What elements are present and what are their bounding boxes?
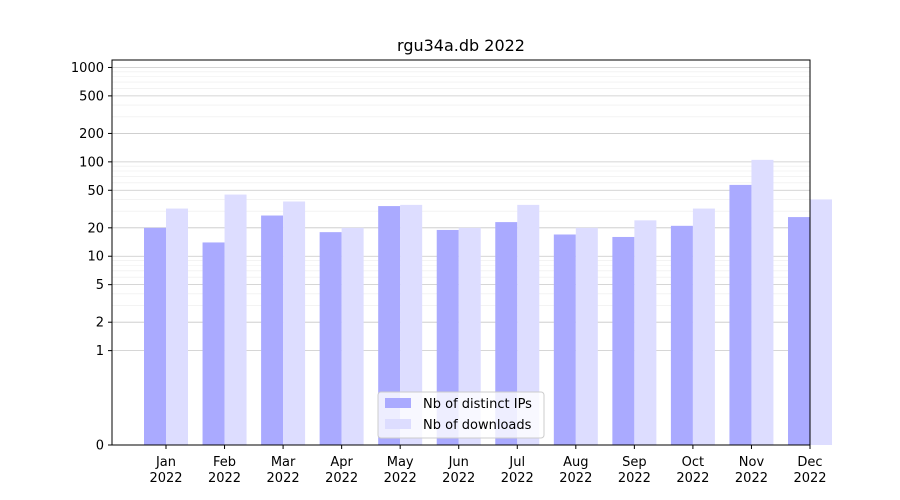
y-tick-label: 5 (96, 278, 104, 293)
x-tick-label: Dec 2022 (793, 455, 826, 486)
y-tick-label: 0 (96, 439, 104, 454)
bar-distinct-ips (495, 222, 518, 445)
bar-downloads (283, 201, 306, 445)
bar-downloads (166, 208, 188, 445)
legend-label-distinct-ips: Nb of distinct IPs (423, 397, 532, 412)
bar-distinct-ips (144, 227, 166, 445)
y-tick-label: 2 (96, 316, 104, 331)
x-tick-label: Aug 2022 (559, 455, 592, 486)
x-tick-label: Apr 2022 (325, 455, 358, 486)
y-tick-label: 1000 (71, 61, 104, 76)
y-tick-label: 1 (96, 344, 104, 359)
bar-downloads (810, 199, 832, 445)
x-tick-label: Sep 2022 (618, 455, 651, 486)
bar-distinct-ips (202, 242, 225, 445)
bar-distinct-ips (553, 234, 576, 445)
bar-downloads (517, 204, 540, 445)
x-tick-label: Feb 2022 (208, 455, 241, 486)
y-tick-label: 20 (87, 221, 104, 236)
legend: Nb of distinct IPs Nb of downloads (377, 391, 545, 439)
bar-distinct-ips (670, 225, 693, 445)
x-tick-label: Jan 2022 (149, 455, 182, 486)
y-tick-label: 100 (79, 155, 104, 170)
chart-title: rgu34a.db 2022 (397, 36, 525, 55)
legend-swatch-downloads (385, 419, 411, 429)
bar-downloads (458, 227, 481, 445)
bar-downloads (400, 204, 423, 445)
bar-distinct-ips (788, 217, 810, 445)
bar-distinct-ips (612, 236, 635, 445)
x-tick-label: Jul 2022 (501, 455, 534, 486)
x-tick-label: Mar 2022 (267, 455, 300, 486)
y-tick-label: 500 (79, 89, 104, 104)
y-axis: 0 1 2 5 10 20 50 100 200 500 1000 (71, 61, 112, 454)
legend-box (377, 391, 545, 439)
bar-distinct-ips (378, 206, 401, 445)
bar-distinct-ips (261, 215, 284, 445)
bar-distinct-ips (319, 232, 342, 445)
bar-downloads (751, 159, 774, 446)
bar-downloads (634, 220, 657, 445)
bar-distinct-ips (729, 184, 752, 446)
bar-downloads (692, 208, 715, 445)
x-tick-label: May 2022 (384, 455, 417, 486)
x-tick-label: Nov 2022 (735, 455, 768, 486)
x-axis: Jan 2022 Feb 2022 Mar 2022 Apr 2022 May 2022 Jun 20… (149, 445, 827, 486)
bar-downloads (341, 227, 364, 445)
y-tick-label: 10 (87, 250, 104, 265)
legend-swatch-distinct-ips (385, 398, 411, 408)
y-tick-label: 200 (79, 127, 104, 142)
legend-label-downloads: Nb of downloads (423, 418, 532, 433)
x-tick-label: Oct 2022 (676, 455, 709, 486)
bar-downloads (224, 194, 247, 445)
bar-distinct-ips (436, 229, 459, 445)
x-tick-label: Jun 2022 (442, 455, 475, 486)
plot-area-frame (111, 59, 811, 446)
bar-downloads (575, 227, 598, 445)
bars (144, 159, 832, 446)
y-tick-label: 50 (87, 184, 104, 199)
